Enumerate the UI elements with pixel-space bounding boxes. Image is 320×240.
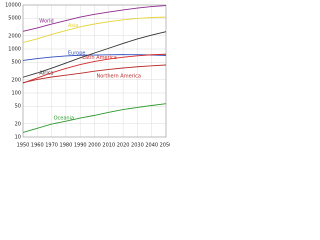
series-line <box>22 16 167 44</box>
series-label: Africa <box>39 70 53 76</box>
series-line <box>22 53 167 84</box>
series-label: Europe <box>68 50 86 56</box>
series-label: Latin America <box>82 55 117 61</box>
series-label: Oceania <box>54 116 74 122</box>
plot-frame <box>22 4 167 138</box>
y-tick-label: 500 <box>11 60 21 66</box>
y-tick-label: 5000 <box>8 16 21 22</box>
y-tick-label: 20 <box>15 121 21 127</box>
x-tick-label: 2000 <box>88 143 101 149</box>
x-tick-label: 2040 <box>145 143 158 149</box>
x-tick-label: 2030 <box>131 143 144 149</box>
y-tick-label: 10 <box>15 135 21 141</box>
x-tick-label: 1980 <box>60 143 73 149</box>
x-tick-label: 1990 <box>74 143 87 149</box>
series-line <box>22 5 167 32</box>
series-line <box>22 64 167 84</box>
series-label: Asia <box>68 23 78 29</box>
x-tick-label: 1960 <box>31 143 44 149</box>
y-tick-label: 200 <box>11 77 21 83</box>
x-tick-label: 2010 <box>102 143 115 149</box>
series-line <box>22 31 167 78</box>
series-line <box>22 103 167 133</box>
y-tick-label: 100 <box>11 91 21 97</box>
series-line <box>22 54 167 61</box>
x-tick-label: 1970 <box>45 143 58 149</box>
series-label: Northern America <box>97 74 141 80</box>
y-tick-label: 1000 <box>8 47 21 53</box>
x-tick-label: 2020 <box>117 143 130 149</box>
y-tick-label: 2000 <box>8 33 21 39</box>
series-label: World <box>39 18 53 24</box>
y-tick-label: 10000 <box>5 3 21 9</box>
y-tick-label: 50 <box>15 104 21 110</box>
x-tick-label: 1950 <box>17 143 30 149</box>
